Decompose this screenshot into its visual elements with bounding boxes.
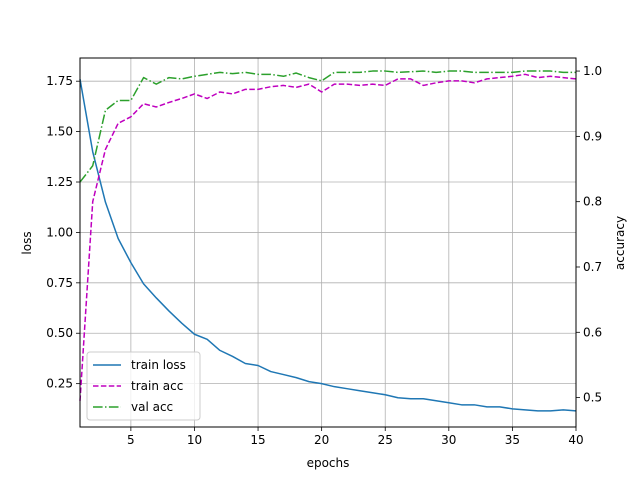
y-left-tick-label: 1.00 <box>46 225 73 239</box>
y-left-tick-label: 0.75 <box>46 276 73 290</box>
series-line-train-acc <box>79 73 577 401</box>
series-line-val-acc <box>79 70 576 183</box>
y-left-tick-label: 1.25 <box>46 175 73 189</box>
x-tick-label: 5 <box>127 433 135 447</box>
y-axis-left: 0.25 0.50 0.75 1.00 1.25 1.50 1.75 <box>46 74 80 391</box>
y-right-tick-label: 1.0 <box>583 64 602 78</box>
x-tick-label: 40 <box>568 433 583 447</box>
series-lines <box>79 70 577 412</box>
y-left-tick-label: 0.50 <box>46 326 73 340</box>
legend-label: train loss <box>131 358 186 372</box>
y-right-tick-label: 0.9 <box>583 129 602 143</box>
y-axis-left-label: loss <box>20 231 34 254</box>
x-tick-label: 20 <box>314 433 329 447</box>
plot-frame <box>79 57 577 428</box>
series-line-train-loss <box>79 79 577 412</box>
y-axis-right-label: accuracy <box>613 216 627 270</box>
y-axis-right: 0.5 0.6 0.7 0.8 0.9 1.0 <box>576 64 602 405</box>
x-tick-label: 15 <box>250 433 265 447</box>
legend-label: train acc <box>131 379 183 393</box>
x-axis: 5 10 15 20 25 30 35 40 <box>127 427 584 447</box>
y-left-tick-label: 1.50 <box>46 125 73 139</box>
y-right-tick-label: 0.7 <box>583 260 602 274</box>
legend-box <box>86 351 201 421</box>
x-tick-label: 25 <box>378 433 393 447</box>
y-right-tick-label: 0.5 <box>583 391 602 405</box>
x-tick-label: 10 <box>187 433 202 447</box>
x-axis-label: epochs <box>307 456 350 470</box>
y-right-tick-label: 0.6 <box>583 325 602 339</box>
x-tick-label: 35 <box>505 433 520 447</box>
y-left-tick-label: 1.75 <box>46 74 73 88</box>
grid <box>80 58 577 427</box>
x-tick-label: 30 <box>441 433 456 447</box>
legend-label: val acc <box>131 400 173 414</box>
legend: train loss train acc val acc <box>86 351 201 421</box>
y-left-tick-label: 0.25 <box>46 377 73 391</box>
y-right-tick-label: 0.8 <box>583 195 602 209</box>
